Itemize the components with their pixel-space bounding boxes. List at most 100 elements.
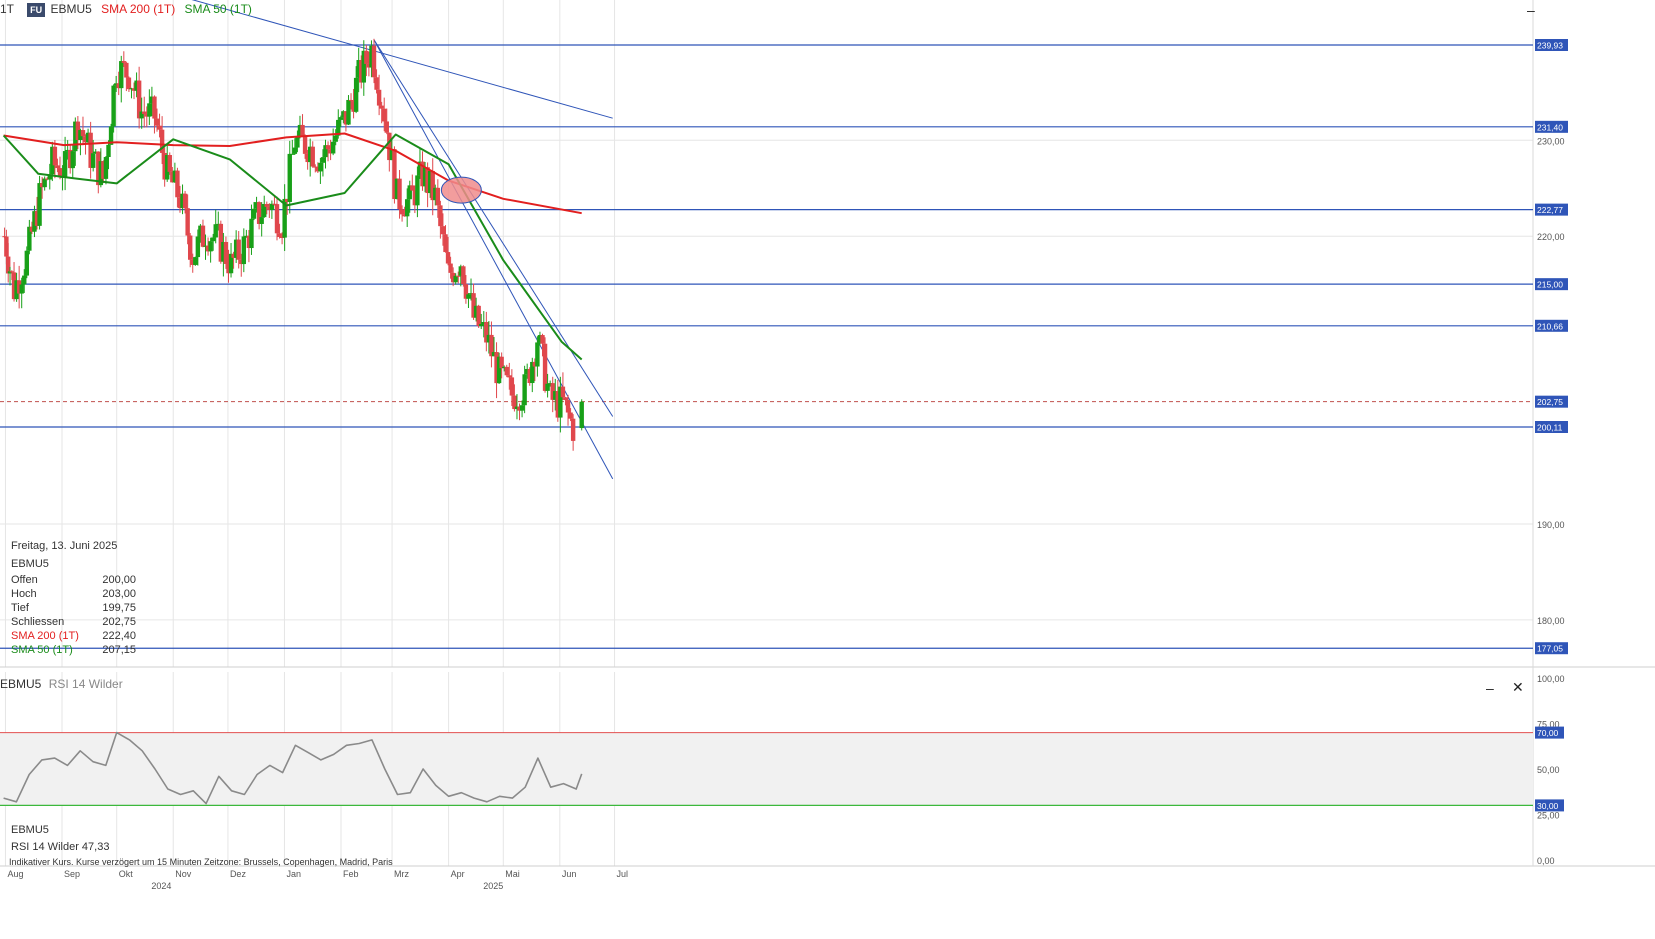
candle-body xyxy=(341,111,346,118)
level-price-label: 215,00 xyxy=(1537,280,1563,290)
level-price-label: 222,77 xyxy=(1537,205,1563,215)
level-price-tag xyxy=(1535,278,1568,291)
candle-body xyxy=(430,170,435,201)
month-label: Okt xyxy=(119,869,134,879)
candle-body xyxy=(170,171,175,183)
close-icon[interactable]: ✕ xyxy=(1512,679,1524,695)
candle-body xyxy=(402,214,407,217)
minimize-icon[interactable]: – xyxy=(1486,680,1494,696)
candle-body xyxy=(392,149,397,200)
candle-body xyxy=(27,226,32,251)
candle-body xyxy=(504,366,509,376)
sma50-legend[interactable]: SMA 50 (1T) xyxy=(184,2,252,16)
candle-body xyxy=(545,383,550,391)
candle-body xyxy=(450,272,456,283)
candle-body xyxy=(180,193,185,209)
month-label: Jun xyxy=(562,869,577,879)
candle-body xyxy=(369,45,374,68)
candle-body xyxy=(264,203,269,207)
rsi-legend-value: RSI 14 Wilder 47,33 xyxy=(11,841,110,853)
candle-body xyxy=(384,121,389,133)
rsi-tick-label: 50,00 xyxy=(1537,765,1560,775)
interval-label[interactable]: 1T xyxy=(0,2,14,16)
candle-body xyxy=(152,96,157,119)
candle-body xyxy=(356,60,361,78)
month-label: Mai xyxy=(505,869,520,879)
candle-body xyxy=(486,334,492,343)
candle-body xyxy=(364,50,369,64)
candle-body xyxy=(208,241,213,252)
candle-body xyxy=(379,105,384,109)
candle-body xyxy=(325,145,331,150)
level-price-tag xyxy=(1535,642,1568,655)
candle-body xyxy=(185,208,190,236)
candle-body xyxy=(502,366,507,369)
candle-body xyxy=(438,205,443,227)
candle-body xyxy=(279,237,285,239)
candle-body xyxy=(473,305,479,318)
trendline xyxy=(191,0,613,119)
candle-body xyxy=(295,136,300,148)
candle-body xyxy=(124,62,129,78)
rsi-level-label: 70,00 xyxy=(1537,728,1559,738)
year-label: 2025 xyxy=(483,881,503,891)
candle-body xyxy=(22,275,27,285)
candle-body xyxy=(461,266,466,285)
candle-body xyxy=(70,151,75,169)
candle-body xyxy=(62,151,68,177)
candle-body xyxy=(167,155,172,172)
candle-body xyxy=(157,125,162,130)
candle-body xyxy=(328,149,333,154)
candle-body xyxy=(568,412,573,419)
month-label: Nov xyxy=(175,869,192,879)
info-row-close: Schliessen 202,75 xyxy=(11,616,136,628)
candle-body xyxy=(427,170,433,194)
candle-body xyxy=(535,342,540,367)
candle-body xyxy=(269,203,275,210)
candle-body xyxy=(507,375,512,378)
rsi-title-indicator[interactable]: RSI 14 Wilder xyxy=(48,677,123,691)
candle-body xyxy=(65,149,70,152)
candle-body xyxy=(131,88,137,91)
candle-body xyxy=(83,136,88,143)
minimize-icon[interactable]: – xyxy=(1527,2,1535,18)
level-price-label: 239,93 xyxy=(1537,41,1563,51)
candle-body xyxy=(282,198,287,238)
candle-body xyxy=(228,253,234,274)
ohlc-info-box: Freitag, 13. Juni 2025 EBMU5 Offen 200,00… xyxy=(11,539,136,657)
candle-body xyxy=(16,280,22,294)
candle-body xyxy=(19,284,24,294)
candle-body xyxy=(443,234,448,253)
candle-body xyxy=(98,161,104,186)
candle-body xyxy=(542,343,548,391)
info-row-low: Tief 199,75 xyxy=(11,602,136,614)
info-symbol: EBMU5 xyxy=(11,558,49,570)
crossover-marker xyxy=(440,176,482,204)
candle-body xyxy=(348,99,354,102)
candle-body xyxy=(547,383,553,385)
symbol-label[interactable]: EBMU5 xyxy=(50,2,92,16)
candle-body xyxy=(106,144,111,158)
price-tick-label: 180,00 xyxy=(1537,616,1565,626)
candle-body xyxy=(466,294,471,299)
candle-body xyxy=(29,226,35,232)
last-candle-body xyxy=(579,401,584,429)
candle-body xyxy=(251,208,257,219)
candle-body xyxy=(267,206,272,210)
candle-body xyxy=(412,190,418,206)
info-date: Freitag, 13. Juni 2025 xyxy=(11,540,118,552)
last-price-label: 202,75 xyxy=(1537,397,1563,407)
candle-body xyxy=(177,197,183,209)
delay-footnote: Indikativer Kurs. Kurse verzögert um 15 … xyxy=(9,857,393,867)
candle-body xyxy=(172,170,178,183)
sma200-legend[interactable]: SMA 200 (1T) xyxy=(101,2,176,16)
candle-body xyxy=(376,89,382,106)
candle-body xyxy=(144,114,149,117)
candle-body xyxy=(565,400,571,413)
trendline xyxy=(373,39,614,417)
info-row-sma50: SMA 50 (1T) 207,15 xyxy=(11,644,136,656)
candle-body xyxy=(382,108,387,122)
candle-body xyxy=(88,132,93,168)
candle-body xyxy=(297,124,303,137)
